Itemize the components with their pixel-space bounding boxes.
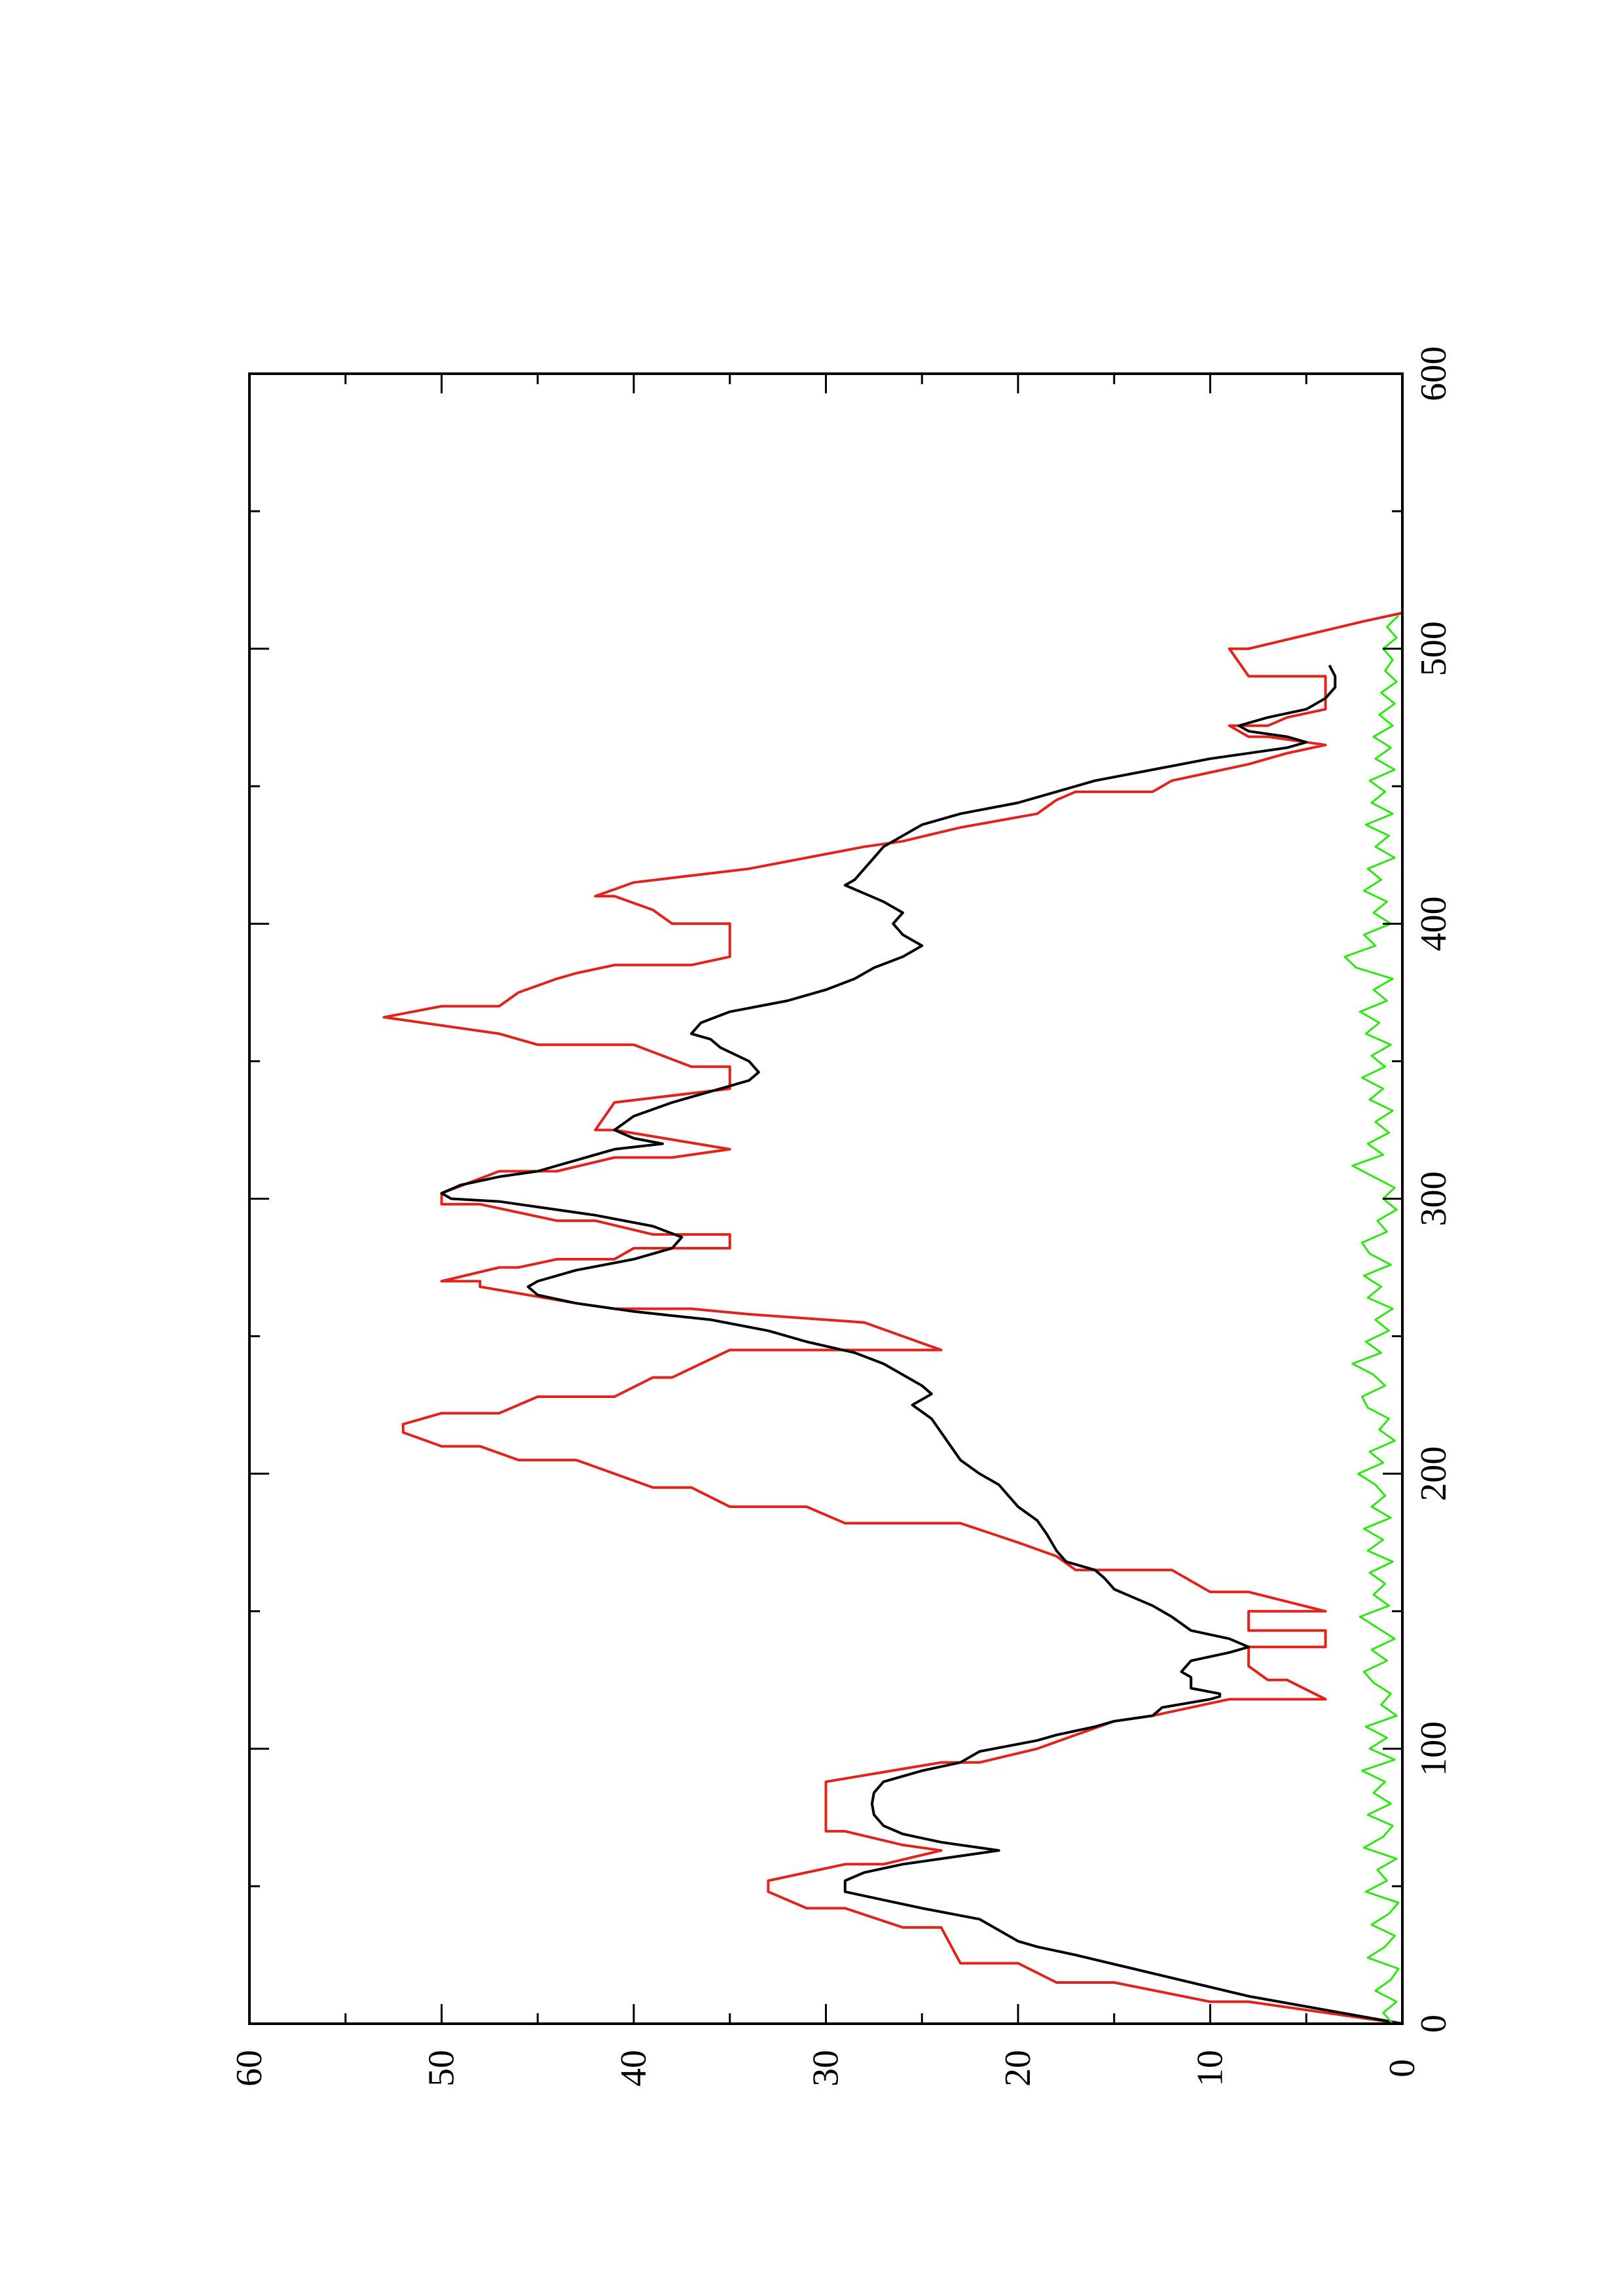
- x-tick-label: 200: [1413, 1446, 1454, 1501]
- y-tick-label: 40: [613, 2050, 654, 2087]
- x-tick-label: 400: [1413, 896, 1454, 951]
- x-tick-label: 300: [1413, 1172, 1454, 1227]
- y-tick-label: 60: [229, 2050, 270, 2087]
- axis-ticks: [248, 372, 1404, 2025]
- x-tick-label: 500: [1413, 621, 1454, 676]
- series-line-3: [1343, 615, 1400, 2024]
- y-tick-label: 30: [806, 2050, 847, 2087]
- plot-area: [382, 611, 1403, 2025]
- x-tick-label: 100: [1413, 1721, 1454, 1776]
- y-tick-label: 10: [1190, 2050, 1231, 2087]
- x-tick-label: 600: [1413, 346, 1454, 401]
- series-line-2: [440, 664, 1403, 2025]
- series-line-1: [382, 611, 1403, 2025]
- y-tick-label: 50: [422, 2050, 462, 2087]
- x-tick-label: 0: [1413, 2015, 1454, 2033]
- y-tick-label: 0: [1382, 2059, 1423, 2077]
- tick-labels: 0 100 200 300 400 500 600 0 10 20 30 40 50 60: [229, 346, 1454, 2087]
- y-tick-label: 20: [998, 2050, 1038, 2087]
- plot-frame: [248, 372, 1404, 2025]
